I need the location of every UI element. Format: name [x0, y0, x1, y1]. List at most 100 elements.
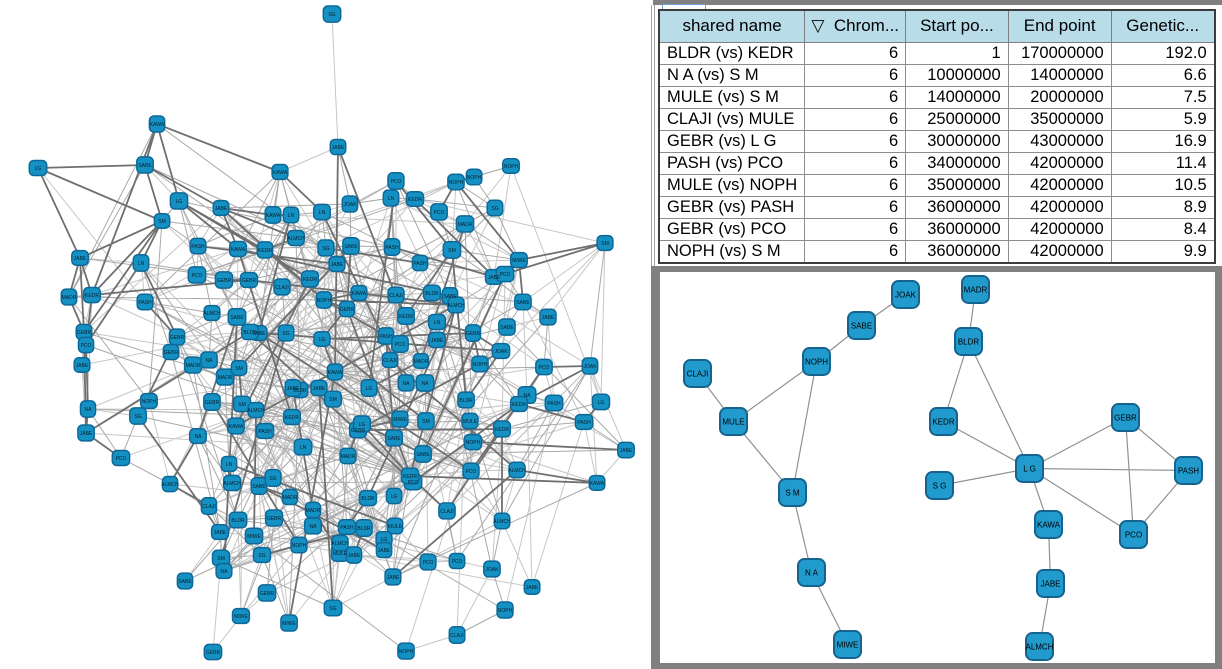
svg-text:NOPH: NOPH — [804, 357, 827, 366]
svg-text:JABE: JABE — [378, 548, 391, 554]
svg-text:PASH: PASH — [138, 300, 152, 306]
svg-text:PCO: PCO — [408, 480, 419, 486]
svg-text:KAWA: KAWA — [590, 481, 605, 487]
svg-text:SG: SG — [328, 12, 335, 18]
svg-text:PCO: PCO — [466, 469, 477, 475]
svg-text:JABE: JABE — [348, 553, 361, 559]
svg-text:GEBR: GEBR — [206, 650, 221, 656]
svg-text:JABE: JABE — [526, 585, 539, 591]
svg-text:CLAJI: CLAJI — [389, 293, 403, 299]
svg-text:MIWE: MIWE — [282, 621, 296, 627]
svg-text:GEBR: GEBR — [351, 428, 366, 434]
svg-text:S M: S M — [785, 488, 800, 497]
svg-text:SABE: SABE — [416, 452, 430, 458]
svg-text:SM: SM — [238, 402, 246, 408]
svg-text:LN: LN — [434, 320, 441, 326]
svg-text:PASH: PASH — [413, 261, 427, 267]
svg-text:PCO: PCO — [423, 560, 434, 566]
svg-text:BLDR: BLDR — [957, 337, 979, 346]
svg-text:KEDR: KEDR — [495, 427, 509, 433]
svg-text:NOPH: NOPH — [504, 164, 519, 170]
svg-text:N A: N A — [805, 568, 819, 577]
svg-text:LN: LN — [388, 196, 395, 202]
svg-text:MADR: MADR — [186, 363, 201, 369]
svg-text:GEBR: GEBR — [77, 330, 92, 336]
svg-text:NOPH: NOPH — [498, 608, 513, 614]
svg-text:PCO: PCO — [1124, 530, 1141, 539]
svg-text:JABE: JABE — [1040, 579, 1060, 588]
svg-text:NOPH: NOPH — [292, 543, 307, 549]
svg-text:KEDR: KEDR — [399, 314, 413, 320]
svg-text:CLAJI: CLAJI — [202, 504, 216, 510]
svg-text:PCO: PCO — [434, 210, 445, 216]
svg-text:LG: LG — [366, 386, 373, 392]
svg-text:SM: SM — [601, 241, 609, 247]
svg-text:MULE: MULE — [333, 551, 348, 557]
svg-text:BLDR: BLDR — [243, 330, 257, 336]
svg-text:MADR: MADR — [414, 359, 429, 365]
svg-text:LN: LN — [319, 210, 326, 216]
svg-text:CLAJI: CLAJI — [383, 358, 397, 364]
svg-text:NA: NA — [524, 393, 532, 399]
svg-text:BLDR: BLDR — [425, 291, 439, 297]
svg-text:KAWA: KAWA — [328, 370, 343, 376]
svg-text:MADR: MADR — [306, 508, 321, 514]
svg-text:JABE: JABE — [387, 575, 400, 581]
svg-text:PCO: PCO — [395, 342, 406, 348]
svg-text:JABE: JABE — [215, 206, 228, 212]
svg-text:SG: SG — [491, 206, 498, 212]
svg-text:KAWA: KAWA — [150, 122, 165, 128]
svg-text:BLDR: BLDR — [459, 398, 473, 404]
svg-text:NOPH: NOPH — [467, 175, 482, 181]
svg-text:PCO: PCO — [192, 273, 203, 279]
svg-text:NOPH: NOPH — [142, 399, 157, 405]
svg-text:GEBR: GEBR — [205, 400, 220, 406]
svg-text:SABE: SABE — [516, 300, 530, 306]
svg-text:MADR: MADR — [62, 295, 77, 301]
svg-text:ALMCH: ALMCH — [203, 311, 221, 317]
svg-text:JABE: JABE — [542, 315, 555, 321]
svg-text:JABE: JABE — [80, 431, 93, 437]
svg-text:MIWE: MIWE — [393, 417, 407, 423]
svg-text:PASH: PASH — [191, 244, 205, 250]
svg-text:CLAJI: CLAJI — [450, 633, 464, 639]
svg-text:MADR: MADR — [283, 495, 298, 501]
svg-text:KEDR: KEDR — [85, 293, 99, 299]
svg-text:MADR: MADR — [458, 222, 473, 228]
svg-text:NOPH: NOPH — [399, 649, 414, 655]
svg-text:JOAK: JOAK — [494, 349, 508, 355]
svg-text:SABE: SABE — [138, 163, 152, 169]
svg-text:NOPH: NOPH — [466, 440, 481, 446]
svg-text:PCO: PCO — [116, 456, 127, 462]
svg-text:MADR: MADR — [963, 285, 987, 294]
svg-text:GEBR: GEBR — [466, 331, 481, 337]
svg-text:BLDR: BLDR — [361, 496, 375, 502]
svg-text:LG: LG — [381, 537, 388, 543]
svg-text:SABE: SABE — [387, 436, 401, 442]
svg-text:ALMCH: ALMCH — [161, 482, 179, 488]
svg-text:MADR: MADR — [341, 454, 356, 460]
svg-text:PASH: PASH — [340, 525, 354, 531]
svg-text:LN: LN — [138, 261, 145, 267]
svg-text:ALMCH: ALMCH — [287, 236, 305, 242]
svg-text:PASH: PASH — [379, 334, 393, 340]
svg-text:MADR: MADR — [218, 375, 233, 381]
svg-text:ALMCH: ALMCH — [508, 468, 526, 474]
svg-text:SABE: SABE — [443, 294, 457, 300]
svg-text:SM: SM — [235, 366, 243, 372]
svg-text:ALMCH: ALMCH — [447, 303, 465, 309]
svg-text:SABE: SABE — [850, 321, 871, 330]
svg-text:ALMCH: ALMCH — [493, 519, 511, 525]
svg-text:KEDR: KEDR — [258, 248, 272, 254]
svg-text:JABE: JABE — [287, 386, 300, 392]
svg-text:NOPH: NOPH — [449, 180, 464, 186]
svg-text:KEDR: KEDR — [408, 197, 422, 203]
svg-text:MIWE: MIWE — [234, 614, 248, 620]
svg-text:KAWA: KAWA — [1037, 520, 1061, 529]
svg-text:JOAK: JOAK — [895, 290, 917, 299]
svg-text:NA: NA — [206, 358, 214, 364]
svg-text:JABE: JABE — [76, 363, 89, 369]
svg-text:PASH: PASH — [385, 245, 399, 251]
svg-text:BLDR: BLDR — [357, 526, 371, 532]
svg-text:SABE: SABE — [500, 325, 514, 331]
